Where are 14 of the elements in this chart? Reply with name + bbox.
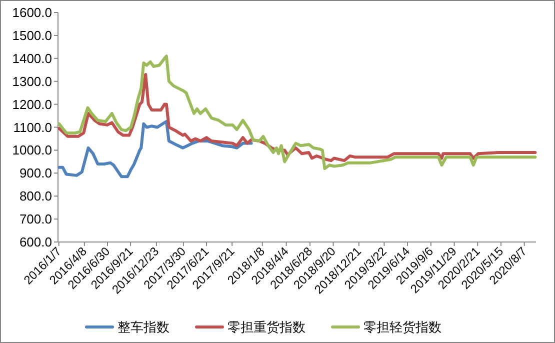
y-tick-label: 800.0 (19, 188, 52, 204)
y-tick-label: 1300.0 (12, 74, 52, 89)
y-tick-label: 1400.0 (12, 50, 52, 66)
y-tick-label: 1600.0 (12, 5, 52, 20)
y-tick-label: 1000.0 (12, 142, 52, 158)
y-tick-label: 600.0 (19, 234, 52, 250)
y-tick-label: 700.0 (19, 212, 52, 227)
y-tick-label: 1500.0 (12, 28, 52, 43)
y-tick-label: 900.0 (19, 166, 52, 181)
legend-label: 零担轻货指数 (364, 320, 442, 334)
y-tick-label: 1100.0 (13, 120, 52, 135)
legend-label: 零担重货指数 (228, 320, 306, 334)
legend-label: 整车指数 (118, 320, 170, 334)
y-tick-label: 1200.0 (12, 96, 52, 112)
